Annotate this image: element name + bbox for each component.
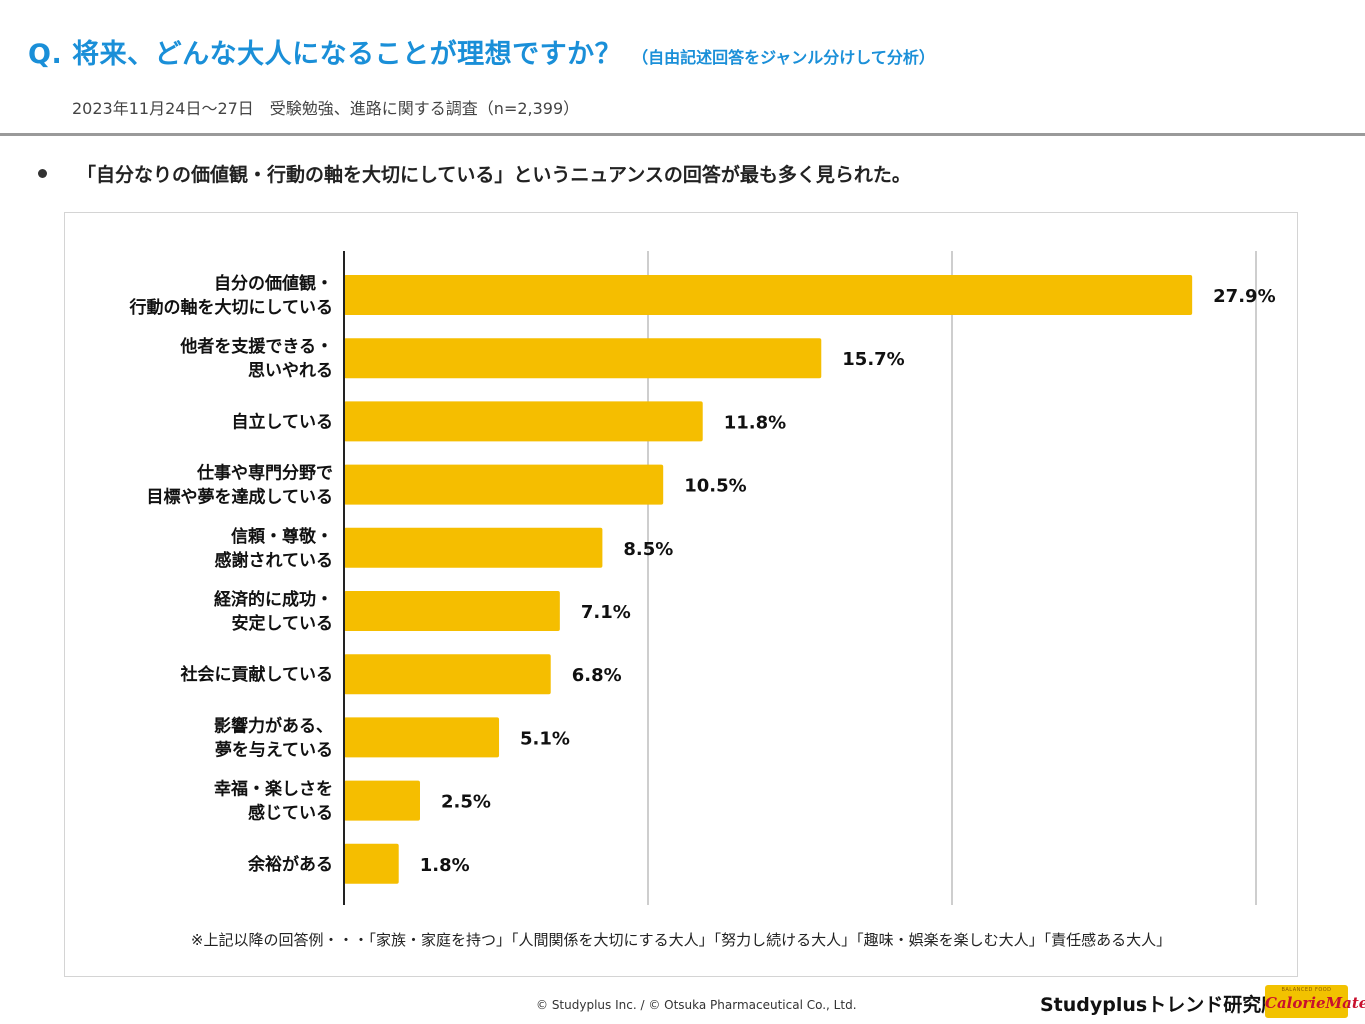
bar-2: [344, 401, 703, 442]
caloriemate-logo: BALANCED FOOD CalorieMate: [1265, 985, 1365, 1018]
bar-6: [344, 654, 551, 695]
category-label-5-1: 安定している: [232, 613, 334, 634]
logo-tagline: BALANCED FOOD: [1281, 987, 1332, 993]
category-label-4-0: 信頼・尊敬・: [231, 526, 333, 547]
value-label-8: 2.5%: [441, 792, 491, 813]
category-label-0-1: 行動の軸を大切にしている: [129, 297, 334, 318]
chart-note: ※上記以降の回答例・・・「家族・家庭を持つ」「人間関係を大切にする大人」「努力し…: [190, 931, 1172, 949]
value-label-0: 27.9%: [1213, 286, 1275, 307]
bar-chart: 27.9% 自分の価値観・行動の軸を大切にしている 15.7% 他者を支援できる・思い…: [129, 251, 1276, 905]
category-label-0-0: 自分の価値観・: [214, 273, 333, 294]
title-row: Q. 将来、どんな大人になることが理想ですか？ （自由記述回答をジャンル分けして分…: [28, 32, 1348, 71]
bar-4: [344, 527, 603, 568]
bar-0: [344, 275, 1193, 315]
category-label-4-1: 感謝されている: [215, 550, 334, 571]
category-label-9-0: 余裕がある: [247, 854, 333, 875]
bar-9: [344, 843, 399, 884]
category-label-8-0: 幸福・楽しさを: [214, 779, 333, 800]
category-label-8-1: 感じている: [248, 803, 333, 824]
category-label-2-0: 自立している: [232, 411, 334, 432]
bar-1: [344, 338, 822, 379]
value-label-7: 5.1%: [520, 728, 570, 749]
survey-info: 2023年11月24日～27日 受験勉強、進路に関する調査（n=2,399）: [72, 99, 580, 118]
value-label-2: 11.8%: [724, 412, 786, 433]
value-label-1: 15.7%: [842, 349, 904, 370]
summary-bullet: 「自分なりの価値観・行動の軸を大切にしている」というニュアンスの回答が最も多く見…: [38, 160, 911, 187]
summary-text: 「自分なりの価値観・行動の軸を大切にしている」というニュアンスの回答が最も多く見…: [77, 164, 911, 186]
category-label-7-1: 夢を与えている: [215, 740, 333, 760]
bar-7: [344, 717, 500, 758]
category-label-3-1: 目標や夢を達成している: [147, 487, 334, 508]
category-label-7-0: 影響力がある、: [214, 715, 333, 736]
category-label-1-1: 思いやれる: [248, 361, 333, 381]
value-label-6: 6.8%: [572, 665, 622, 686]
category-label-6-0: 社会に貢献している: [180, 664, 334, 685]
lab-name: Studyplusトレンド研究所: [1040, 994, 1281, 1016]
value-label-4: 8.5%: [623, 539, 673, 560]
header-divider: [0, 133, 1365, 136]
category-label-3-0: 仕事や専門分野で: [196, 463, 333, 484]
value-label-5: 7.1%: [581, 602, 631, 623]
value-label-9: 1.8%: [420, 855, 470, 876]
title-note: （自由記述回答をジャンル分けして分析）: [632, 48, 935, 67]
page-title: Q. 将来、どんな大人になることが理想ですか？: [28, 39, 623, 70]
category-label-5-0: 経済的に成功・: [214, 589, 333, 610]
bullet-dot-icon: [38, 169, 47, 178]
value-label-3: 10.5%: [684, 476, 746, 497]
bar-8: [344, 780, 420, 821]
logo-wordmark: CalorieMate: [1265, 994, 1365, 1012]
bar-3: [344, 464, 664, 505]
bar-5: [344, 591, 560, 631]
category-label-1-0: 他者を支援できる・: [179, 336, 333, 357]
copyright: © Studyplus Inc. / © Otsuka Pharmaceutic…: [536, 998, 857, 1012]
chart-container: 27.9% 自分の価値観・行動の軸を大切にしている 15.7% 他者を支援できる・思い…: [64, 212, 1298, 977]
